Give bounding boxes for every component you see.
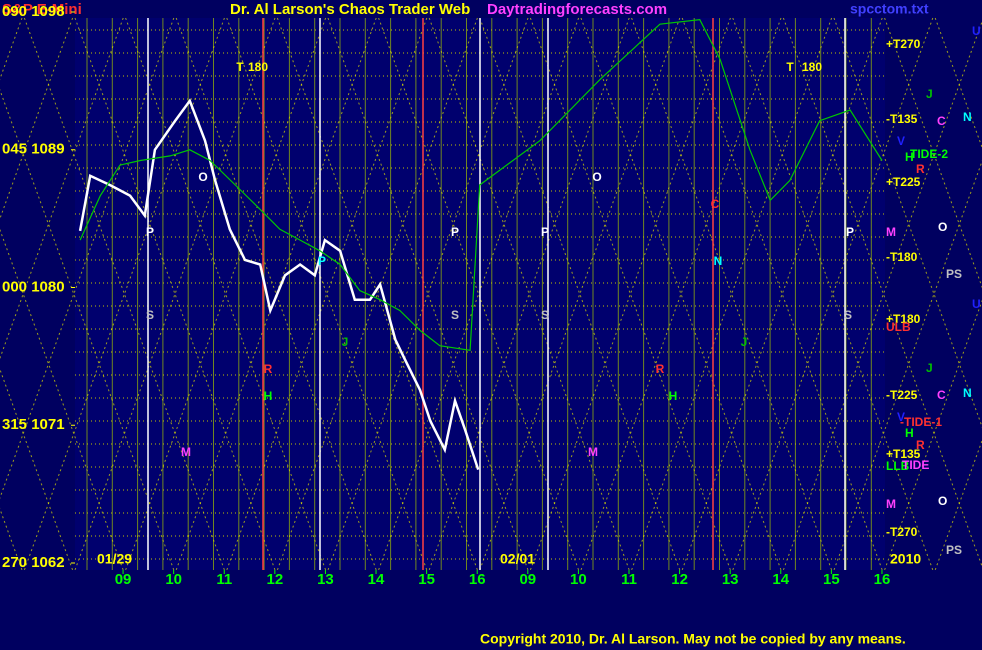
right-label: +T135 [886,447,921,461]
x-tick-label: 16 [469,571,486,588]
annotation: C [711,197,720,211]
file-name: spcctom.txt [850,1,929,17]
date-label: 2010 [890,551,921,567]
side-label: PS [946,543,962,557]
side-label: TIDE-2 [910,147,948,161]
side-label: R [916,162,925,176]
side-label: H [905,426,914,440]
date-label: 01/29 [97,551,132,567]
side-label: V [897,410,905,424]
x-tick-label: 13 [317,571,334,588]
annotation: R [264,362,273,376]
x-tick-label: 16 [874,571,891,588]
annotation: S [451,308,459,322]
source: Daytradingforecasts.com [487,1,667,18]
right-label: +T270 [886,37,921,51]
side-label: R [916,438,925,452]
y-tick-label: 090 1098 [2,3,65,20]
side-label: J [926,361,933,375]
annotation: R [656,362,665,376]
annotation: P [541,225,549,239]
copyright: Copyright 2010, Dr. Al Larson. May not b… [480,631,906,647]
right-label: +T225 [886,175,921,189]
annotation: P [451,225,459,239]
side-label: V [897,134,905,148]
annotation: P [318,254,326,268]
side-label: PS [946,267,962,281]
annotation: J [741,335,748,349]
side-label: TIDE [902,458,929,472]
side-label: N [963,386,972,400]
annotation: S [146,308,154,322]
right-label: M [886,225,896,239]
x-tick-label: 15 [418,571,435,588]
side-label: C [937,114,946,128]
right-label: M [886,497,896,511]
date-label: 02/01 [500,551,535,567]
right-label: +T180 [886,312,921,326]
y-tick-label: 045 1089 [2,141,65,158]
side-label: -TIDE-1 [900,415,942,429]
annotation: P [146,225,154,239]
y-tick-label: 315 1071 [2,416,65,433]
annotation: T [786,60,794,74]
annotation: N [714,254,723,268]
annotation: M [588,445,598,459]
x-tick-label: 12 [671,571,688,588]
y-tick-label: 270 1062 [2,554,65,571]
annotation: O [198,170,207,184]
subtitle: S&P E-Mini [2,1,82,18]
x-tick-label: 15 [823,571,840,588]
annotation: O [592,170,601,184]
price-line [79,19,883,351]
annotation: M [181,445,191,459]
annotation: J [342,335,349,349]
x-tick-label: 14 [368,571,385,588]
y-tick-label: 000 1080 [2,278,65,295]
right-label: -T180 [886,250,918,264]
x-tick-label: 10 [165,571,182,588]
annotation: 180 [248,60,268,74]
price-line [78,98,480,470]
annotation: S [541,308,549,322]
side-label: J [926,87,933,101]
side-label: N [963,110,972,124]
side-label: O [938,494,947,508]
annotation: 180 [802,60,822,74]
annotation: H [669,389,678,403]
annotation: H [264,389,273,403]
x-tick-label: 11 [216,571,232,588]
x-tick-label: 09 [115,571,132,588]
x-tick-label: 10 [570,571,587,588]
annotation: S [844,308,852,322]
right-label: -T270 [886,525,918,539]
x-tick-label: 12 [267,571,284,588]
x-tick-label: 13 [722,571,739,588]
right-label: LLB [886,459,910,473]
right-label: -T135 [886,112,918,126]
side-label: U [972,24,981,38]
right-label: ULB [886,320,911,334]
side-label: C [937,388,946,402]
side-label: H [905,150,914,164]
x-tick-label: 14 [772,571,789,588]
annotation: T [236,60,244,74]
side-label: U [972,297,981,311]
chart-title: Dr. Al Larson's Chaos Trader Web [230,1,470,18]
x-tick-label: 11 [621,571,637,588]
annotation: P [846,225,854,239]
side-label: O [938,220,947,234]
x-tick-label: 09 [519,571,536,588]
right-label: -T225 [886,388,918,402]
